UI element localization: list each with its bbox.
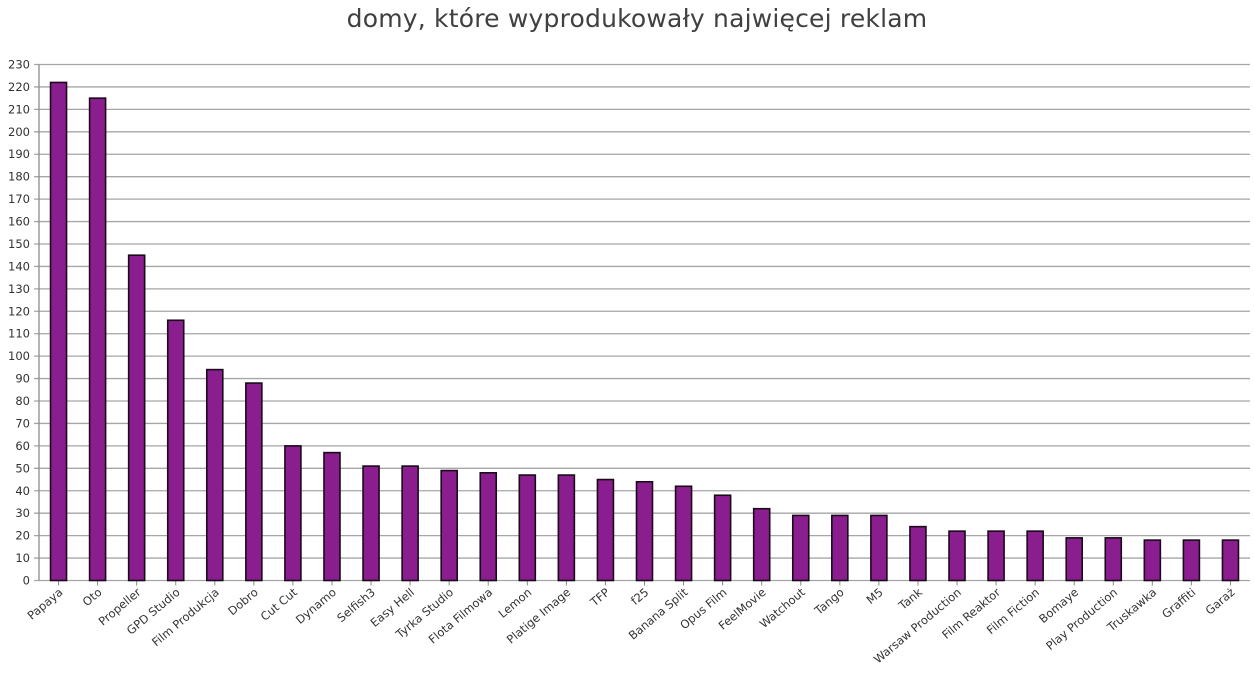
x-category-label: Tank [895, 585, 925, 613]
bar [440, 469, 458, 582]
y-tick-label: 90 [15, 372, 30, 386]
x-category-label: Film Produkcja [149, 585, 222, 649]
y-tick-label: 220 [8, 80, 30, 94]
y-tick-label: 40 [15, 484, 30, 498]
bar [518, 474, 537, 582]
bars [49, 81, 1240, 582]
bar [49, 81, 68, 582]
y-tick-label: 0 [23, 574, 30, 588]
bar [401, 465, 419, 582]
y-tick-label: 230 [8, 58, 30, 72]
bar [909, 525, 927, 582]
axes [38, 64, 1231, 586]
y-tick-label: 160 [8, 215, 30, 229]
bar [245, 382, 263, 582]
x-category-label: Papaya [25, 585, 66, 623]
y-tick-label: 200 [8, 125, 30, 139]
x-category-label: Tango [811, 585, 847, 618]
bar [791, 514, 810, 582]
y-tick-label: 130 [8, 282, 30, 296]
bar [1143, 539, 1162, 582]
x-category-label: f25 [628, 585, 651, 608]
chart-title: domy, które wyprodukowały najwięcej rekl… [346, 4, 928, 33]
y-tick-label: 20 [15, 529, 30, 543]
y-tick-label: 120 [8, 304, 30, 318]
y-tick-label: 110 [8, 327, 30, 341]
bar [713, 494, 732, 582]
bar [1221, 539, 1240, 582]
y-tick-label: 100 [8, 349, 30, 363]
bar [88, 97, 107, 582]
y-tick-label: 170 [8, 192, 30, 206]
y-tick-label: 210 [8, 102, 30, 116]
x-category-label: Oto [80, 585, 105, 609]
bar [987, 530, 1005, 582]
x-category-label: M5 [864, 585, 886, 607]
y-tick-label: 50 [15, 461, 30, 475]
bar [752, 507, 771, 582]
bar [948, 530, 966, 582]
x-category-label: Dobro [225, 585, 261, 618]
bar [205, 368, 224, 582]
bar [1104, 537, 1123, 582]
bar [674, 485, 693, 582]
bar [557, 474, 576, 582]
y-axis-ticks: 0 10 20 30 40 50 60 70 80 90 100 110 120 130 140 150 160… [8, 58, 30, 588]
bar [831, 514, 849, 582]
bar [479, 472, 498, 582]
x-category-label: TFP [587, 585, 613, 610]
y-tick-label: 30 [15, 506, 30, 520]
y-tick-label: 70 [15, 416, 30, 430]
bar [1065, 537, 1084, 582]
x-category-label: Dynamo [293, 585, 339, 627]
y-tick-label: 150 [8, 237, 30, 251]
y-tick-label: 140 [8, 259, 30, 273]
bar [635, 480, 654, 582]
x-category-label: Garaż [1203, 585, 1238, 617]
y-tick-label: 180 [8, 170, 30, 184]
bar [362, 465, 380, 582]
bar [1026, 530, 1044, 582]
bar [596, 478, 615, 582]
gridlines [34, 63, 1250, 582]
bar [323, 451, 341, 582]
bar [870, 514, 888, 582]
y-tick-label: 60 [15, 439, 30, 453]
y-tick-label: 190 [8, 147, 30, 161]
bar [127, 254, 146, 582]
bar [166, 319, 185, 582]
bar [1182, 539, 1201, 582]
bar [284, 445, 302, 582]
y-tick-label: 10 [15, 551, 30, 565]
x-category-label: Graffiti [1159, 585, 1198, 621]
y-tick-label: 80 [15, 394, 30, 408]
